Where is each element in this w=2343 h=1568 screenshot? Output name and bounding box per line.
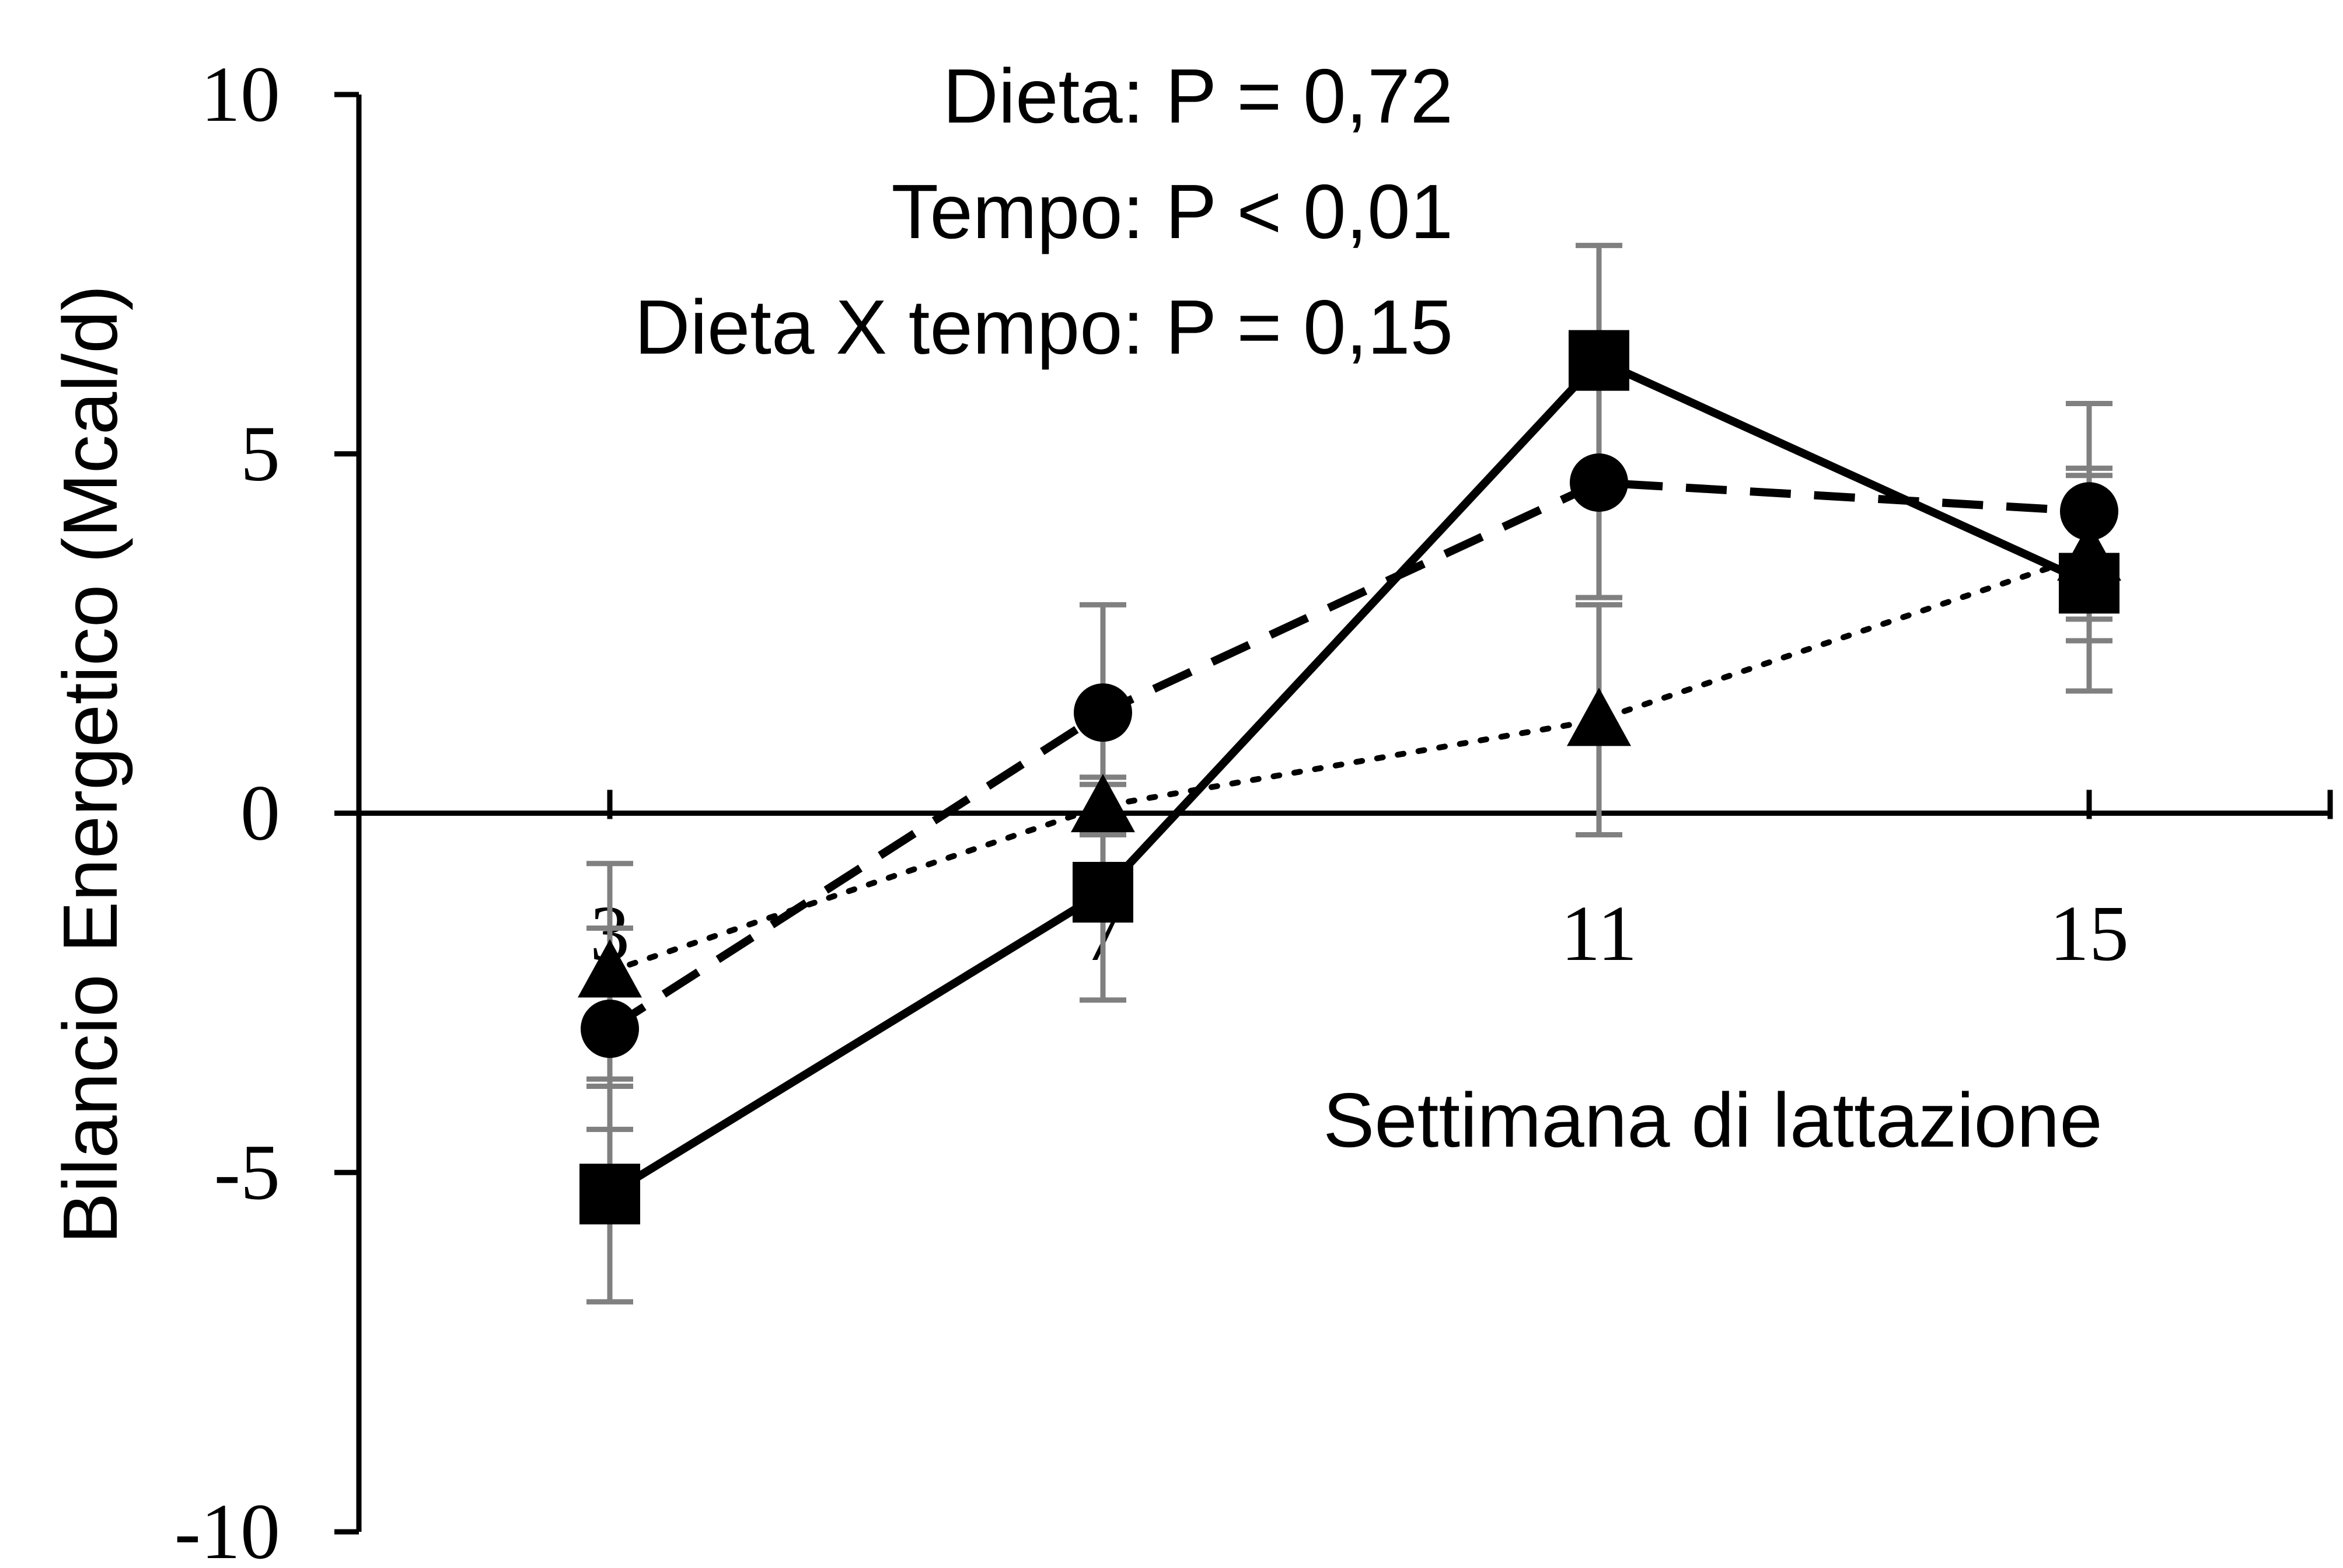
series-markers xyxy=(578,330,2121,1225)
triangle-marker xyxy=(2057,522,2121,581)
x-tick-label: 11 xyxy=(1561,890,1637,977)
annotation-interaction: Dieta X tempo: P = 0,15 xyxy=(634,284,1453,370)
axes xyxy=(334,92,2333,1535)
x-tick-label: 15 xyxy=(2049,890,2129,977)
annotation-dieta: Dieta: P = 0,72 xyxy=(943,53,1454,139)
y-tick-label: 0 xyxy=(240,770,280,857)
square-marker xyxy=(1569,330,1629,391)
series-lines xyxy=(607,355,2092,1198)
y-tick-label: -10 xyxy=(174,1488,280,1568)
annotation-tempo: Tempo: P < 0,01 xyxy=(891,169,1453,254)
triangle-marker xyxy=(1567,687,1631,746)
circle-marker xyxy=(581,999,639,1058)
triangle-marker xyxy=(578,939,642,998)
x-axis-title: Settimana di lattazione xyxy=(1323,1077,2102,1163)
y-tick-label: 5 xyxy=(240,410,280,498)
y-tick-label: -5 xyxy=(214,1129,280,1216)
y-axis-title: Bilancio Energetico (Mcal/d) xyxy=(47,285,133,1244)
y-tick-label: 10 xyxy=(201,51,280,138)
series-line-circle xyxy=(607,478,2090,1032)
circle-marker xyxy=(1074,683,1132,742)
circle-marker xyxy=(1570,453,1628,512)
series-line-square xyxy=(607,355,2091,1198)
square-marker xyxy=(579,1164,640,1225)
circle-marker xyxy=(2060,482,2118,541)
series-line-triangle xyxy=(607,551,2092,975)
stats-annotations: Dieta: P = 0,72 Tempo: P < 0,01 Dieta X … xyxy=(634,53,1453,370)
triangle-marker xyxy=(1071,774,1135,833)
square-marker xyxy=(1073,861,1133,923)
